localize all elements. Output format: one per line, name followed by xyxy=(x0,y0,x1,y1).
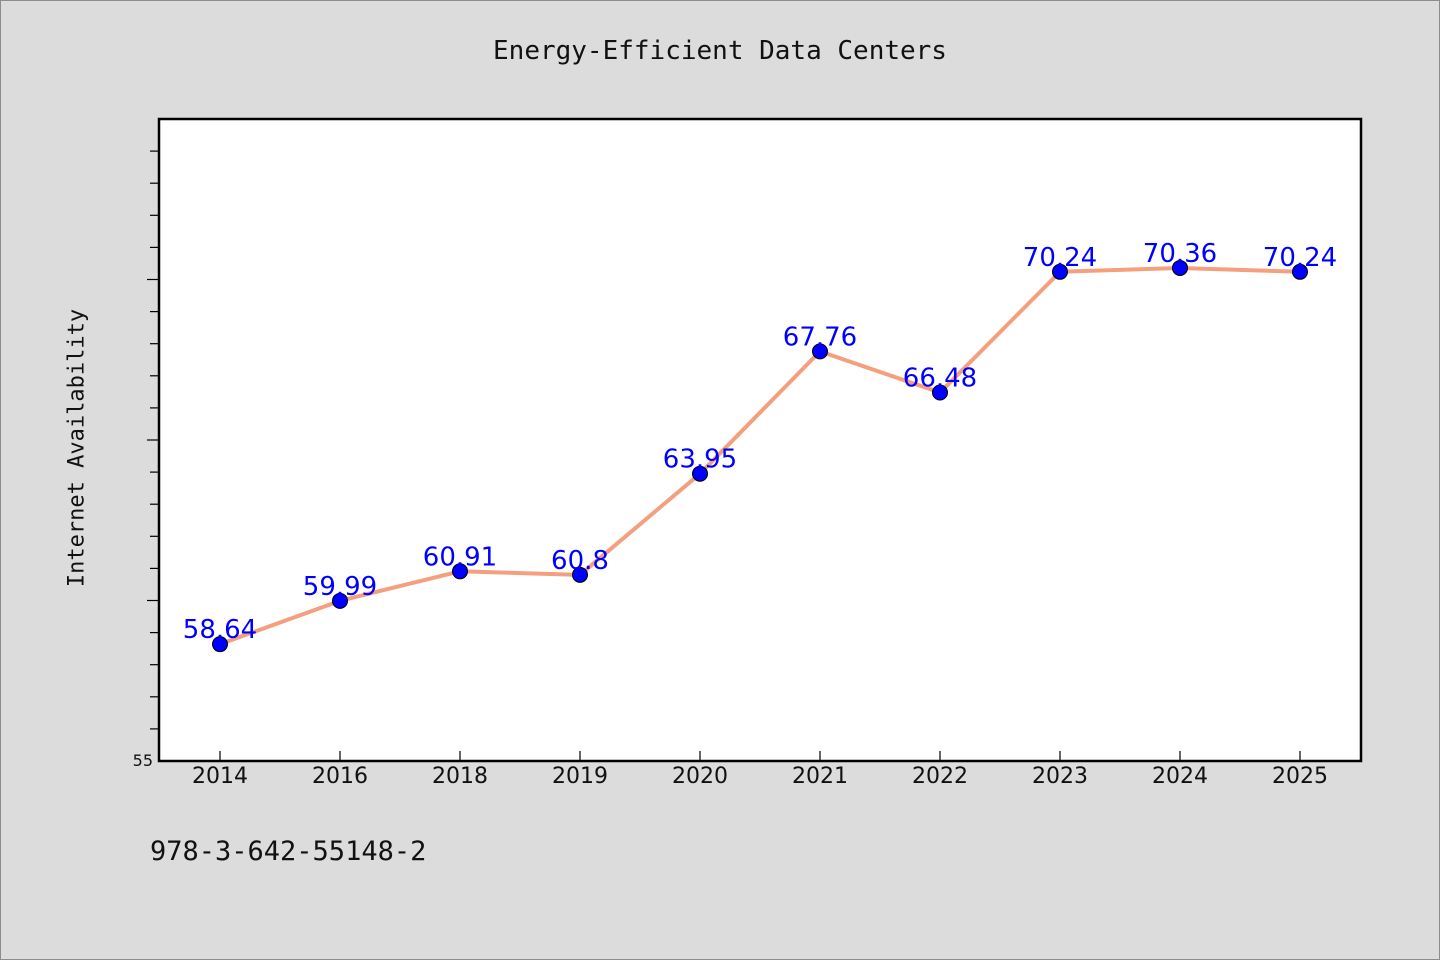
data-markers xyxy=(212,259,1308,653)
x-axis-ticks: 2014 2016 2018 2019 2020 2021 2022 2023 2024 2025 xyxy=(192,751,1328,789)
data-point xyxy=(1292,263,1308,280)
data-label: 67.76 xyxy=(783,322,857,352)
data-label: 70.24 xyxy=(1263,243,1337,273)
x-tick-label: 2021 xyxy=(792,764,848,789)
series-line xyxy=(218,265,1302,647)
data-label: 63.95 xyxy=(663,445,737,475)
x-tick-label: 2018 xyxy=(432,764,488,789)
x-tick-label: 2014 xyxy=(192,764,248,789)
plot-background xyxy=(157,117,1363,763)
y-tick-label: 55 xyxy=(133,751,153,770)
chart-title: Energy-Efficient Data Centers xyxy=(493,36,947,66)
data-point xyxy=(812,343,828,360)
x-tick-label: 2023 xyxy=(1032,764,1088,789)
x-tick-label: 2019 xyxy=(552,764,608,789)
data-point xyxy=(212,636,228,653)
data-point xyxy=(1172,259,1188,276)
data-label: 58.64 xyxy=(183,615,257,645)
data-point xyxy=(332,592,348,609)
data-labels: 58.64 59.99 60.91 60.8 63.95 67.76 66.48 70.24 7… xyxy=(183,239,1337,645)
x-tick-label: 2020 xyxy=(672,764,728,789)
data-label: 66.48 xyxy=(903,363,977,393)
data-label: 60.91 xyxy=(423,542,497,572)
y-axis-ticks: 55 xyxy=(133,150,159,770)
data-label: 59.99 xyxy=(303,572,377,602)
data-point xyxy=(932,384,948,401)
x-tick-label: 2025 xyxy=(1272,764,1328,789)
footer-code: 978-3-642-55148-2 xyxy=(150,836,427,867)
data-label: 60.8 xyxy=(551,546,609,576)
x-tick-label: 2022 xyxy=(912,764,968,789)
x-tick-label: 2016 xyxy=(312,764,368,789)
x-tick-label: 2024 xyxy=(1152,764,1208,789)
data-point xyxy=(572,566,588,583)
data-label: 70.36 xyxy=(1143,239,1217,269)
data-point xyxy=(452,563,468,580)
data-point xyxy=(692,465,708,482)
data-label: 70.24 xyxy=(1023,243,1097,273)
data-point xyxy=(1052,263,1068,280)
